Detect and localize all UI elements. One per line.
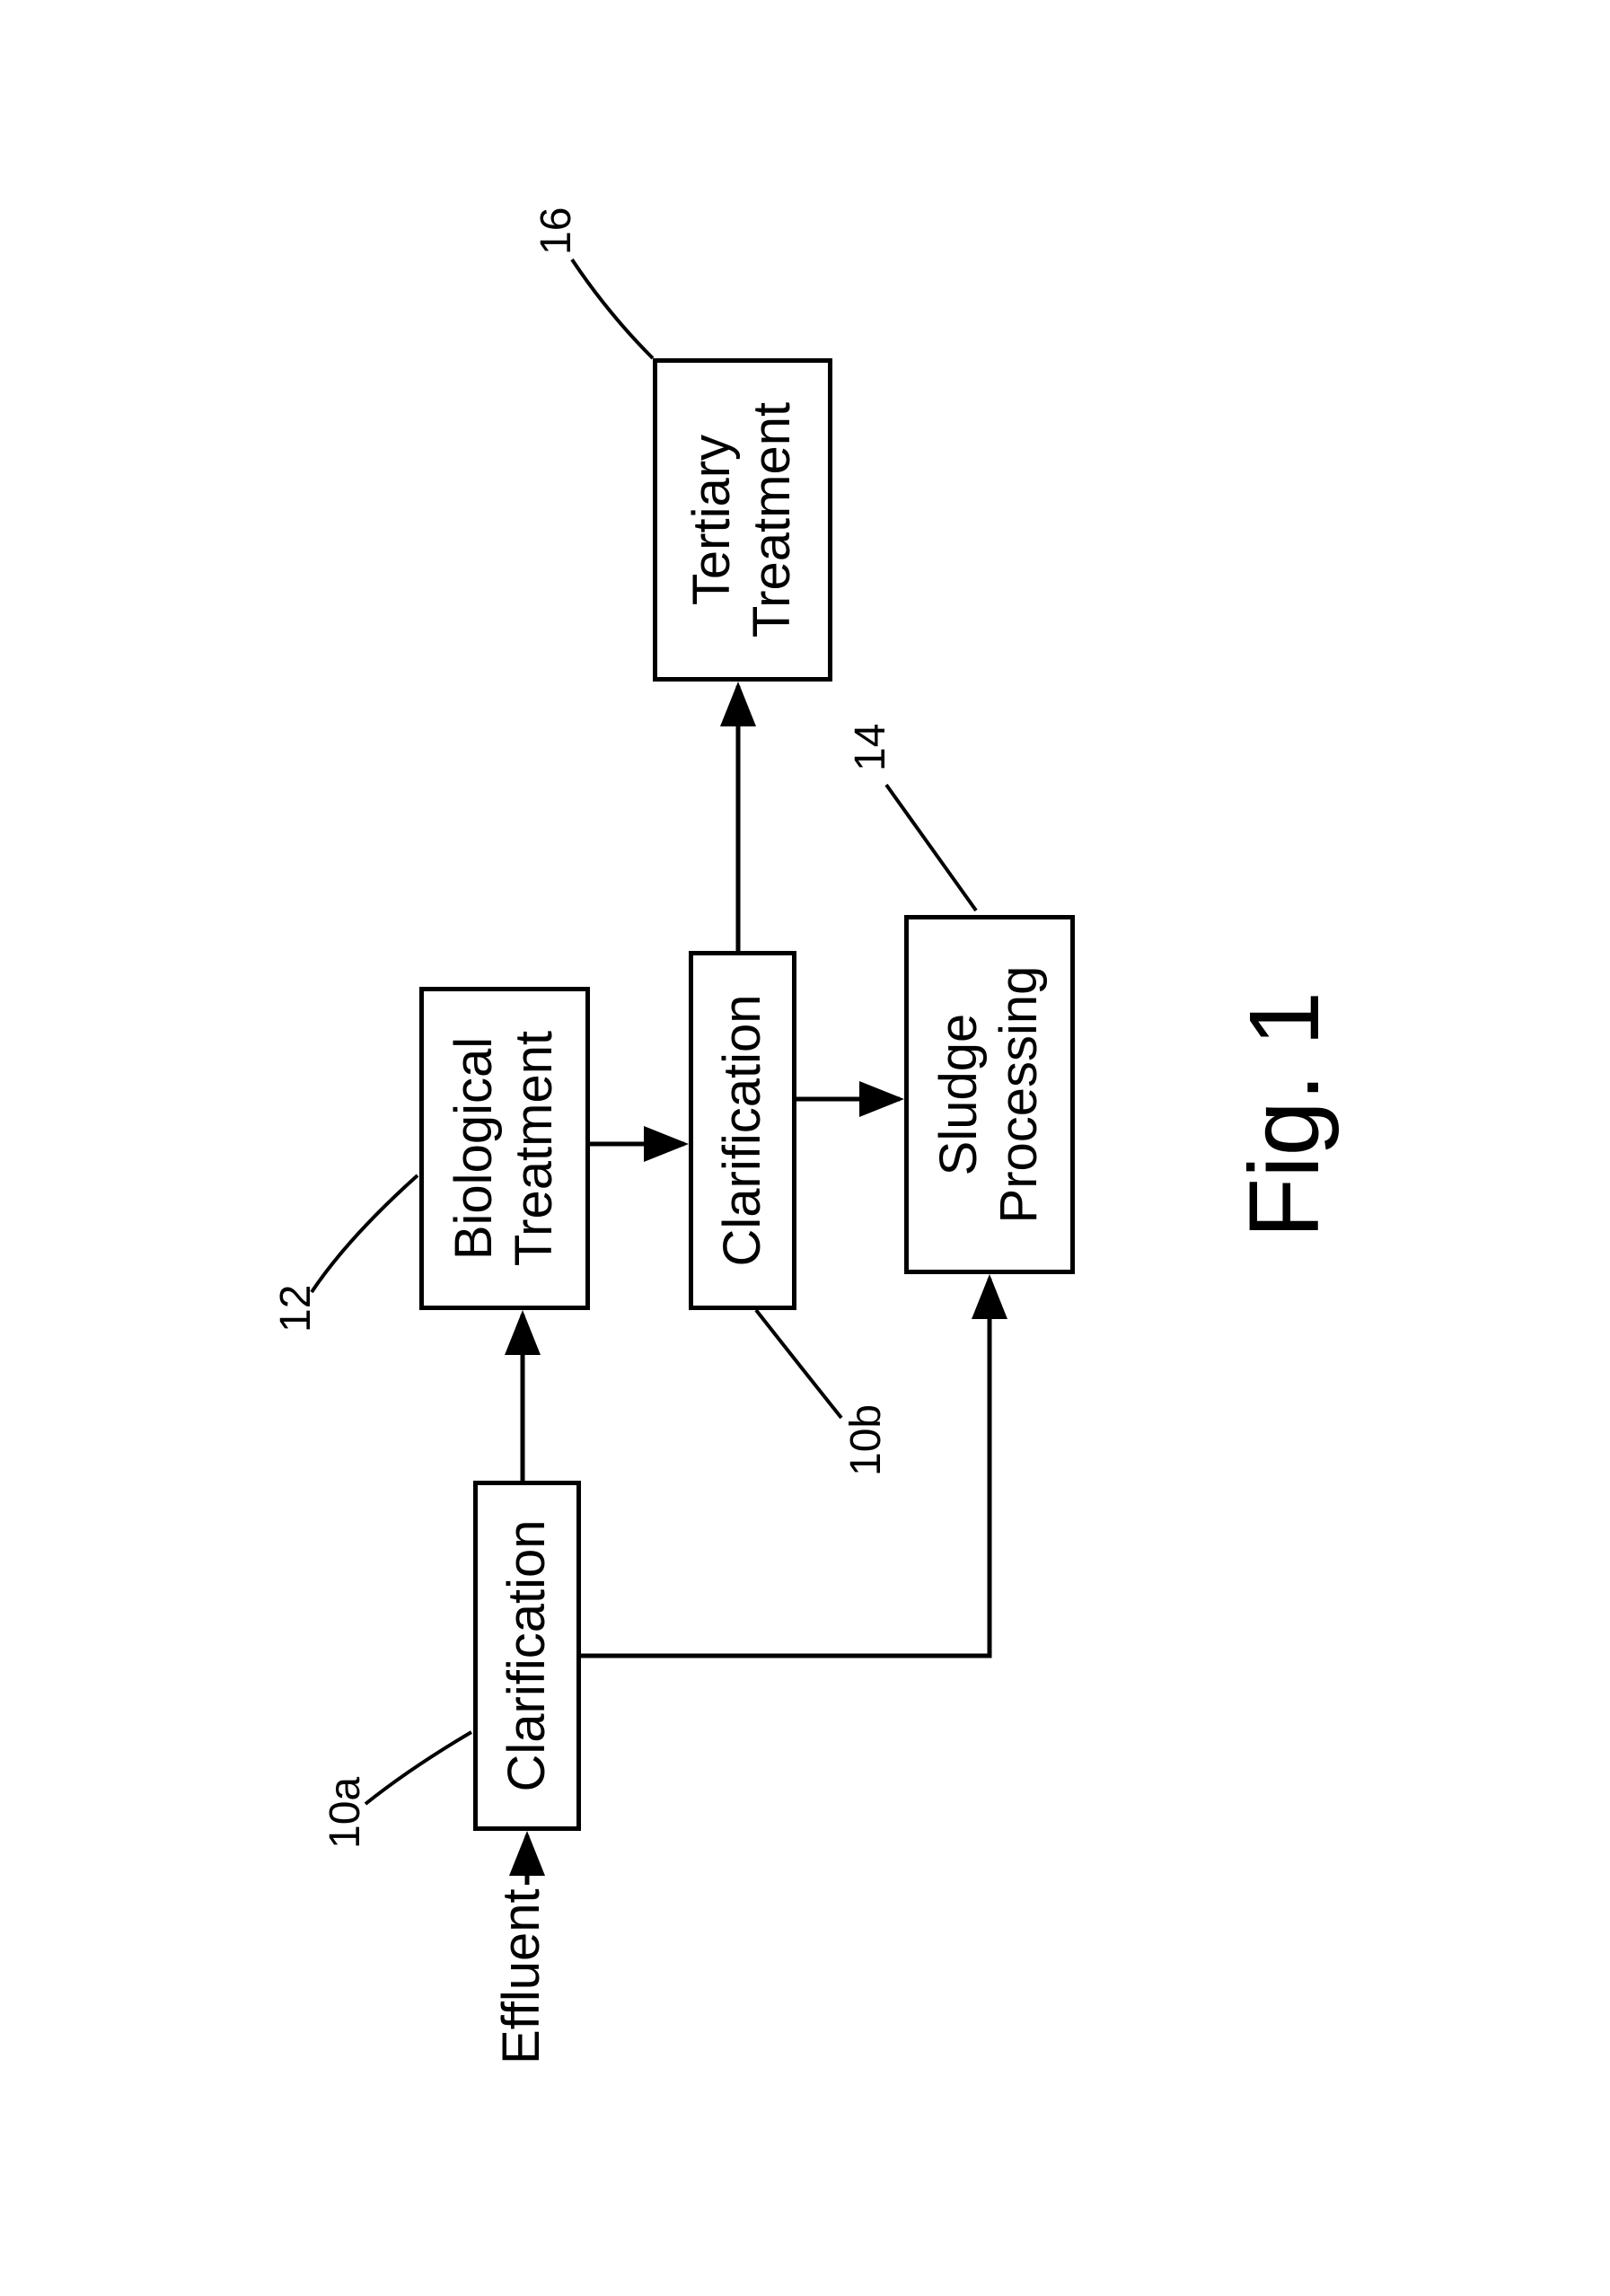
ref-label-10a: 10a <box>321 1776 370 1848</box>
ref-label-16: 16 <box>532 207 581 254</box>
ref-label-12: 12 <box>271 1284 321 1332</box>
node-clarification-a-label: Clarification <box>497 1519 557 1791</box>
figure-label: Fig. 1 <box>1227 990 1342 1237</box>
node-tertiary: Tertiary Treatment <box>653 358 832 682</box>
edge-input-clarification-a <box>518 1831 554 2064</box>
flowchart-container: Effluent Clarification 10a Biological Tr… <box>177 161 1434 2136</box>
node-clarification-b: Clarification <box>689 951 796 1310</box>
node-sludge-label: Sludge Processing <box>929 965 1049 1223</box>
ref-label-14: 14 <box>846 723 895 770</box>
edge-clarification-a-biological <box>509 1306 545 1481</box>
node-biological-label: Biological Treatment <box>444 1030 564 1265</box>
node-tertiary-label: Tertiary Treatment <box>682 401 802 637</box>
edge-clarification-b-tertiary <box>725 677 761 951</box>
ref-pointer-14 <box>877 767 985 919</box>
node-sludge: Sludge Processing <box>904 915 1075 1274</box>
edge-clarification-b-sludge <box>796 1077 909 1113</box>
node-clarification-b-label: Clarification <box>712 994 772 1266</box>
ref-pointer-10a <box>356 1696 478 1831</box>
edge-biological-clarification-b <box>590 1122 693 1157</box>
node-clarification-a: Clarification <box>473 1481 581 1831</box>
ref-pointer-16 <box>563 242 662 367</box>
node-biological: Biological Treatment <box>419 987 590 1310</box>
edge-clarification-a-sludge <box>581 1265 1012 1669</box>
